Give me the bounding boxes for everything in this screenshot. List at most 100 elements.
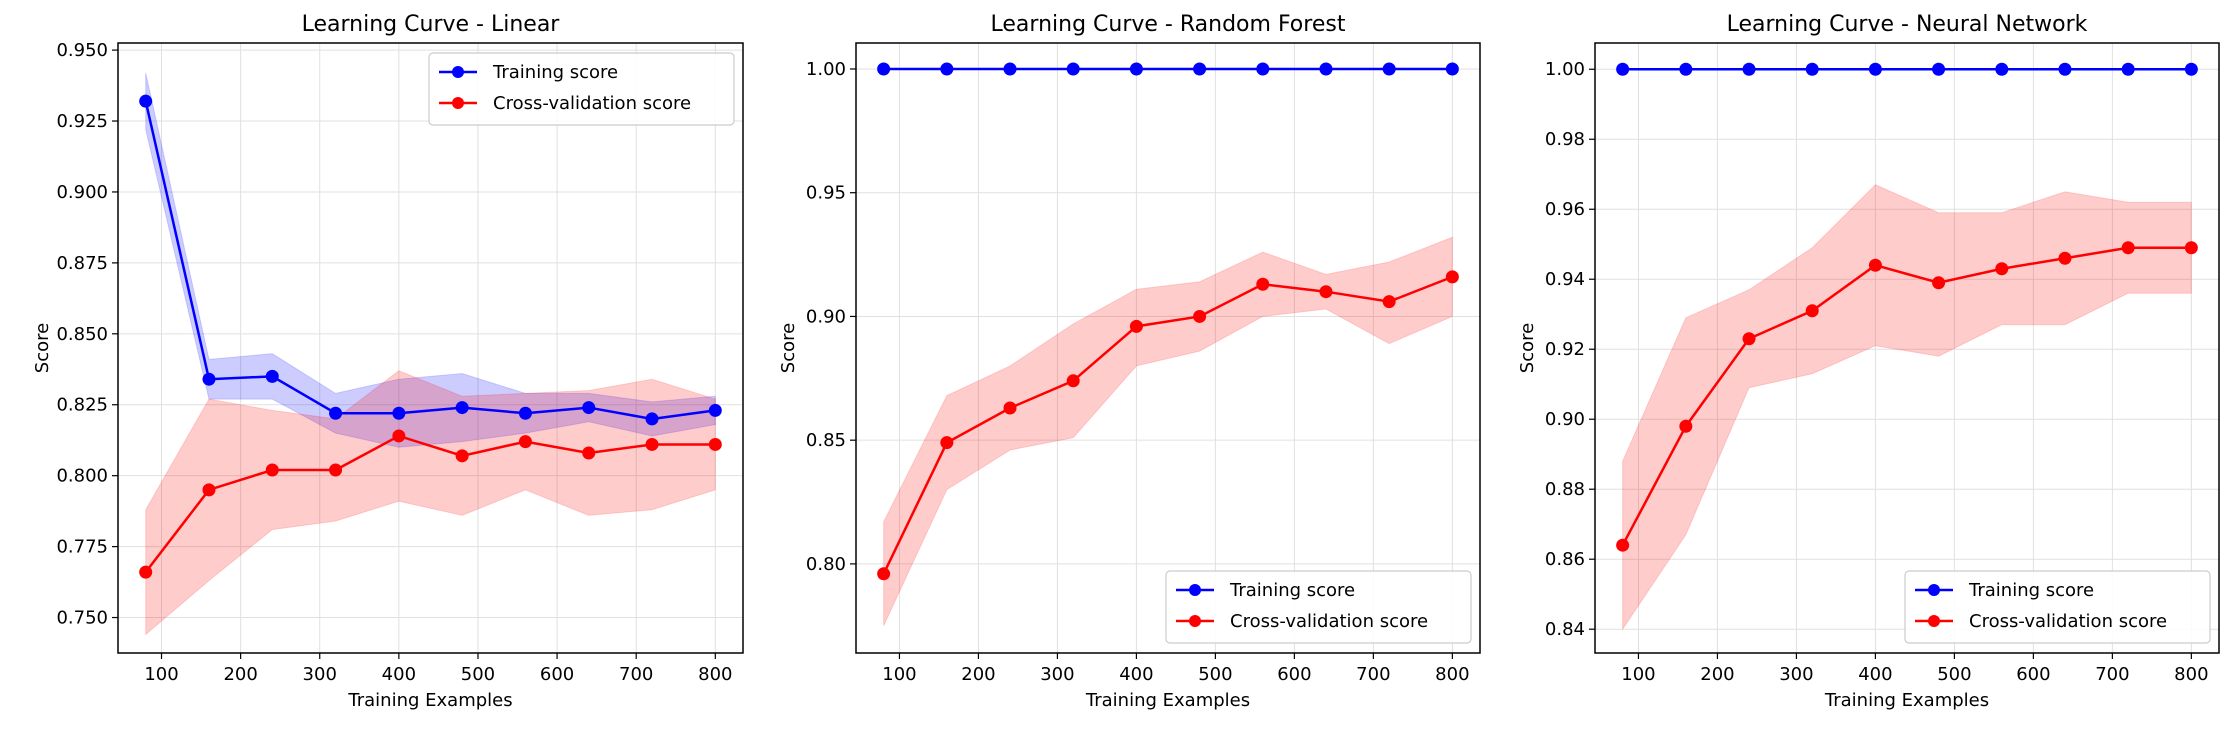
x-tick-label: 600 (2016, 664, 2050, 685)
cv-score-point (1319, 285, 1333, 299)
x-tick-label: 800 (1435, 664, 1469, 685)
training-score-point (329, 406, 343, 420)
training-score-point (1995, 62, 2009, 76)
legend-cv-marker (452, 97, 464, 109)
cv-score-line (144, 434, 716, 573)
y-tick-label: 0.825 (56, 395, 108, 416)
chart-title: Learning Curve - Linear (302, 12, 561, 37)
training-score-point (202, 372, 216, 386)
training-score-point (1932, 62, 1946, 76)
legend-box (1165, 570, 1472, 644)
cv-score-point (1445, 270, 1459, 284)
y-tick-label: 0.84 (1545, 619, 1585, 640)
score-band (145, 370, 716, 636)
training-score-point (2184, 62, 2198, 76)
cv-score-point (1193, 309, 1207, 323)
x-axis-label: Training Examples (1085, 690, 1250, 711)
x-tick-label: 600 (1277, 664, 1311, 685)
y-axis-ticks: 0.84 0.86 0.88 0.90 0.92 0.94 0.96 0.98 1.00 (1545, 59, 1595, 640)
training-score-point (1382, 62, 1396, 76)
score-band (883, 236, 1453, 626)
y-tick-label: 0.900 (56, 182, 108, 203)
x-tick-label: 800 (2174, 664, 2208, 685)
legend-train-marker (452, 66, 464, 78)
y-tick-label: 0.850 (56, 324, 108, 345)
training-score-point (455, 401, 469, 415)
cv-score-point (518, 435, 532, 449)
x-tick-label: 300 (303, 664, 337, 685)
panel-linear: 100 200 300 400 500 600 700 800 0.750 0.775 0.800… (32, 12, 744, 711)
training-score-point (708, 403, 722, 417)
cv-score-point (1066, 374, 1080, 388)
cv-score-line (882, 275, 1453, 575)
x-axis-label: Training Examples (1824, 690, 1989, 711)
panel-neural-network: 100 200 300 400 500 600 700 800 0.84 0.86 0.88 0.9… (1517, 12, 2220, 711)
y-tick-label: 1.00 (806, 59, 846, 80)
cv-score-point (139, 565, 153, 579)
y-tick-label: 0.80 (806, 554, 846, 575)
x-tick-label: 500 (1937, 664, 1971, 685)
x-tick-label: 300 (1779, 664, 1813, 685)
legend-train-label: Training score (1229, 580, 1355, 601)
legend: Training score Cross-validation score (428, 52, 735, 126)
x-tick-label: 700 (2095, 664, 2129, 685)
legend-cv-label: Cross-validation score (493, 93, 691, 114)
training-score-point (2121, 62, 2135, 76)
legend-train-marker (1189, 584, 1201, 596)
training-score-point (582, 401, 596, 415)
plot-frame (1594, 42, 2220, 654)
y-tick-label: 0.88 (1545, 479, 1585, 500)
x-tick-label: 400 (382, 664, 416, 685)
chart-title: Learning Curve - Random Forest (991, 12, 1346, 37)
cv-score-point (1003, 401, 1017, 415)
cv-score-point (940, 436, 954, 450)
training-score-point (392, 406, 406, 420)
y-tick-label: 1.00 (1545, 59, 1585, 80)
series-lines (882, 67, 1453, 575)
training-score-point (645, 412, 659, 426)
cv-score-point (1679, 419, 1693, 433)
training-score-point (1868, 62, 1882, 76)
x-tick-label: 300 (1040, 664, 1074, 685)
y-axis-label: Score (32, 323, 53, 373)
panel-random-forest: 100 200 300 400 500 600 700 800 0.80 0.85 0.90 0.9… (778, 12, 1481, 711)
legend-cv-label: Cross-validation score (1969, 611, 2167, 632)
x-axis-ticks: 100 200 300 400 500 600 700 800 (882, 653, 1470, 685)
legend: Training score Cross-validation score (1904, 570, 2211, 644)
training-score-point (1003, 62, 1017, 76)
cv-score-point (1868, 258, 1882, 272)
legend-train-label: Training score (1968, 580, 2094, 601)
training-score-point (1616, 62, 1630, 76)
y-tick-label: 0.92 (1545, 339, 1585, 360)
series-lines (1621, 67, 2192, 546)
legend-train-marker (1928, 584, 1940, 596)
y-tick-label: 0.875 (56, 253, 108, 274)
training-score-point (1319, 62, 1333, 76)
y-tick-label: 0.94 (1545, 269, 1585, 290)
training-score-point (1256, 62, 1270, 76)
legend: Training score Cross-validation score (1165, 570, 1472, 644)
cv-score-point (1382, 295, 1396, 309)
cv-score-point (392, 429, 406, 443)
series-points (1616, 62, 2198, 552)
y-tick-label: 0.85 (806, 430, 846, 451)
x-axis-ticks: 100 200 300 400 500 600 700 800 (144, 653, 732, 685)
y-tick-label: 0.775 (56, 537, 108, 558)
x-tick-label: 100 (144, 664, 178, 685)
y-axis-ticks: 0.80 0.85 0.90 0.95 1.00 (806, 59, 856, 575)
x-tick-label: 200 (1700, 664, 1734, 685)
cv-score-point (2121, 241, 2135, 255)
training-score-point (139, 94, 153, 108)
legend-cv-marker (1928, 615, 1940, 627)
legend-train-label: Training score (492, 62, 618, 83)
cv-score-point (455, 449, 469, 463)
x-tick-label: 400 (1858, 664, 1892, 685)
plot-frame (855, 42, 1481, 654)
training-score-point (1445, 62, 1459, 76)
y-tick-label: 0.950 (56, 40, 108, 61)
y-tick-label: 0.925 (56, 111, 108, 132)
cv-score-point (1129, 319, 1143, 333)
chart-title: Learning Curve - Neural Network (1727, 12, 2088, 37)
x-tick-label: 700 (619, 664, 653, 685)
